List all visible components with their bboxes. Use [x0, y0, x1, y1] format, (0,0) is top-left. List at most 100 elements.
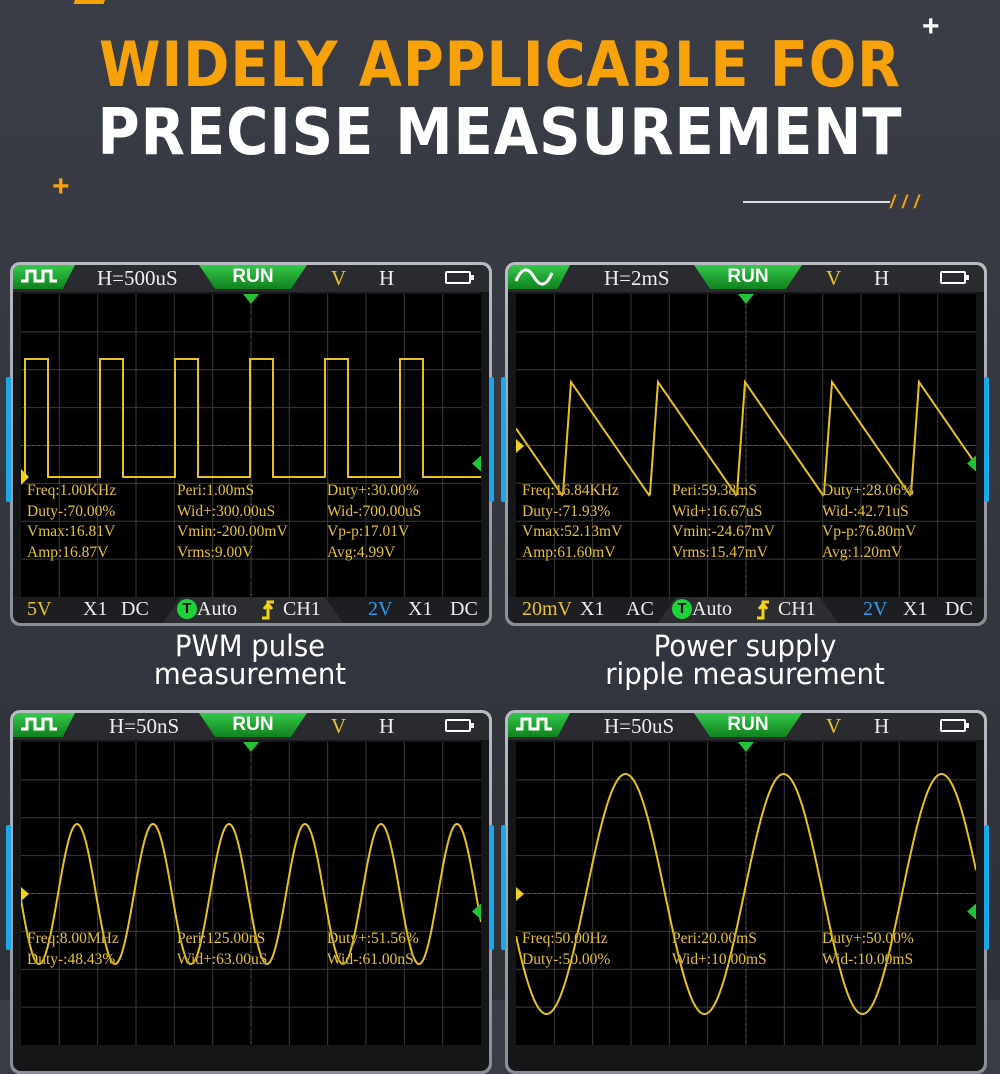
- v-cursor[interactable]: V: [826, 266, 842, 290]
- ch2-probe[interactable]: X1: [903, 598, 928, 620]
- measurement-readout: Freq:50.00Hz: [522, 930, 608, 947]
- measurement-readout: Amp:16.87V: [27, 543, 109, 561]
- signal-trace: [21, 358, 481, 478]
- trigger-source[interactable]: CH1: [778, 598, 816, 620]
- measurement-readout: Wid-:61.00nS: [327, 950, 414, 968]
- measurement-readout: Duty-:48.43%: [27, 950, 116, 968]
- ch2-coupling[interactable]: DC: [945, 598, 973, 620]
- v-cursor[interactable]: V: [331, 266, 347, 290]
- measurement-readout: Vmin:-24.67mV: [672, 523, 775, 540]
- ch2-scale[interactable]: 2V: [863, 598, 888, 620]
- ch2-scale[interactable]: 2V: [368, 598, 393, 620]
- h-cursor[interactable]: H: [874, 266, 890, 290]
- h-cursor[interactable]: H: [874, 714, 890, 738]
- measurement-readout: Duty+:51.56%: [327, 930, 419, 947]
- plus-decoration-icon: +: [52, 170, 70, 203]
- oscilloscope-screen: H=50nS RUN V H Freq:8.00MHz Peri:125.00nS…: [10, 710, 492, 1074]
- timebase[interactable]: H=50uS: [604, 714, 675, 738]
- trigger-level-marker: [967, 455, 976, 472]
- side-button[interactable]: [6, 377, 11, 502]
- v-cursor[interactable]: V: [826, 714, 842, 738]
- timebase[interactable]: H=500uS: [97, 266, 178, 290]
- measurement-readout: Duty-:70.00%: [27, 502, 116, 520]
- status-bar: 5V X1 DC T Auto CH1 2V X1 DC: [13, 597, 489, 623]
- measurement-readout: Avg:1.20mV: [822, 543, 903, 561]
- trigger-mode[interactable]: T Auto: [177, 598, 237, 621]
- measurement-readout: Wid-:700.00uS: [327, 502, 422, 520]
- caption: Power supply: [653, 629, 837, 663]
- measurement-readout: Vmin:-200.00mV: [177, 523, 288, 540]
- caption: ripple measurement: [605, 657, 885, 691]
- trigger-level-marker: [472, 903, 481, 920]
- mode-tab[interactable]: [508, 713, 570, 737]
- battery-icon: [940, 719, 969, 732]
- ch1-probe[interactable]: X1: [580, 598, 605, 620]
- trigger-icon: T: [177, 599, 197, 619]
- top-bar: H=50nS RUN V H: [13, 713, 489, 740]
- corner-decoration: [73, 0, 107, 4]
- waveform-display: [516, 742, 976, 1045]
- run-button[interactable]: [199, 713, 307, 737]
- measurement-readout: Vmax:52.13mV: [522, 523, 623, 540]
- ch1-coupling[interactable]: AC: [626, 598, 654, 620]
- run-button[interactable]: [694, 265, 802, 289]
- side-button[interactable]: [984, 825, 989, 950]
- h-cursor[interactable]: H: [379, 714, 395, 738]
- square-wave-icon: [21, 717, 57, 731]
- timebase[interactable]: H=2mS: [604, 266, 670, 290]
- ch2-probe[interactable]: X1: [408, 598, 433, 620]
- side-button[interactable]: [984, 377, 989, 502]
- trigger-position-marker: [738, 742, 754, 752]
- trigger-icon: T: [672, 599, 692, 619]
- measurement-readout: Wid+:63.00uS: [177, 950, 268, 968]
- measurement-readout: Freq:16.84KHz: [522, 482, 619, 499]
- status-bar: 20mV X1 AC T Auto CH1 2V X1 DC: [508, 597, 984, 623]
- ch1-coupling[interactable]: DC: [121, 598, 149, 620]
- oscilloscope-screen: H=2mS RUN V H Freq:16.84KHz Peri:59.38mS D…: [505, 262, 987, 626]
- square-wave-icon: [516, 717, 552, 731]
- trigger-source[interactable]: CH1: [283, 598, 321, 620]
- measurement-readout: Duty+:28.06%: [822, 482, 914, 499]
- measurement-readout: Wid+:10.00mS: [672, 950, 767, 968]
- side-button[interactable]: [489, 377, 494, 502]
- measurement-readout: Wid-:42.71uS: [822, 502, 909, 520]
- mode-tab[interactable]: [13, 265, 75, 289]
- square-wave-icon: [21, 269, 57, 283]
- measurement-readout: Duty+:30.00%: [327, 482, 419, 499]
- run-button[interactable]: [199, 265, 307, 289]
- trigger-position-marker: [243, 742, 259, 752]
- side-button[interactable]: [501, 377, 506, 502]
- measurement-readout: Peri:1.00mS: [177, 482, 255, 499]
- measurement-readout: Avg:4.99V: [327, 543, 396, 561]
- run-button[interactable]: [694, 713, 802, 737]
- side-button[interactable]: [501, 825, 506, 950]
- ch1-scale[interactable]: 20mV: [522, 598, 572, 620]
- timebase[interactable]: H=50nS: [109, 714, 180, 738]
- top-bar: H=500uS RUN V H: [13, 265, 489, 292]
- run-status: RUN: [727, 714, 769, 735]
- v-cursor[interactable]: V: [331, 714, 347, 738]
- measurement-readout: Vp-p:17.01V: [327, 523, 410, 540]
- run-status: RUN: [232, 714, 274, 735]
- side-button[interactable]: [6, 825, 11, 950]
- run-status: RUN: [727, 266, 769, 287]
- ch1-scale[interactable]: 5V: [27, 598, 52, 620]
- side-button[interactable]: [489, 825, 494, 950]
- rising-edge-icon: [757, 600, 769, 620]
- sine-wave-icon: [514, 268, 554, 286]
- measurement-readout: Wid+:300.00uS: [177, 502, 276, 520]
- trigger-level-marker: [967, 903, 976, 920]
- battery-icon: [445, 271, 474, 284]
- trigger-mode[interactable]: T Auto: [672, 598, 732, 621]
- headline-line-2: PRECISE MEASUREMENT: [97, 96, 903, 170]
- measurement-readout: Amp:61.60mV: [522, 543, 616, 561]
- ch1-probe[interactable]: X1: [83, 598, 108, 620]
- ch2-coupling[interactable]: DC: [450, 598, 478, 620]
- headline-line-1: WIDELY APPLICABLE FOR: [99, 28, 901, 101]
- caption: measurement: [153, 657, 347, 691]
- mode-tab[interactable]: [13, 713, 75, 737]
- h-cursor[interactable]: H: [379, 266, 395, 290]
- measurement-readout: Vrms:15.47mV: [672, 543, 768, 561]
- measurement-readout: Vrms:9.00V: [177, 543, 254, 561]
- mode-tab[interactable]: [508, 265, 570, 289]
